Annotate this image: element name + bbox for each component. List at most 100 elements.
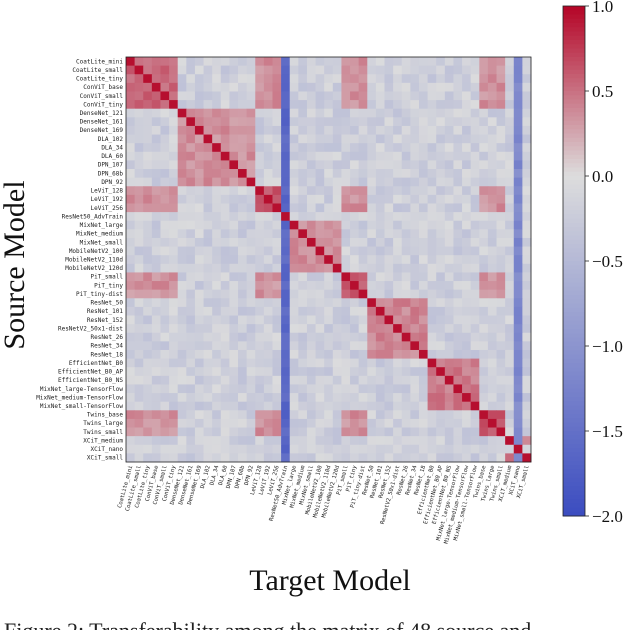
heatmap-cell <box>427 229 437 239</box>
heatmap-cell <box>401 263 411 273</box>
heatmap-cell <box>496 91 506 101</box>
heatmap-cell <box>505 427 515 437</box>
heatmap-cell <box>410 436 420 446</box>
heatmap-cell <box>332 324 342 334</box>
heatmap-cell <box>393 367 403 377</box>
heatmap-cell <box>427 281 437 291</box>
heatmap-cell <box>143 410 153 420</box>
heatmap-cell <box>470 194 480 204</box>
heatmap-cell <box>289 108 299 118</box>
heatmap-cell <box>332 401 342 411</box>
heatmap-cell <box>324 436 334 446</box>
colorbar-segment <box>563 278 585 283</box>
heatmap-cell <box>436 401 446 411</box>
heatmap-cell <box>496 177 506 187</box>
heatmap-cell <box>263 220 273 230</box>
heatmap-cell <box>246 169 256 179</box>
heatmap-cell <box>418 418 428 428</box>
heatmap-cell <box>487 160 497 170</box>
heatmap-cell <box>393 117 403 127</box>
heatmap-cell <box>341 212 351 222</box>
heatmap-cell <box>462 427 472 437</box>
heatmap-cell <box>324 91 334 101</box>
heatmap-cell <box>427 246 437 256</box>
heatmap-cell <box>332 281 342 291</box>
heatmap-cell <box>169 427 179 437</box>
heatmap-cell <box>160 367 170 377</box>
heatmap-cell <box>177 332 187 342</box>
heatmap-cell <box>203 427 213 437</box>
heatmap-cell <box>401 410 411 420</box>
heatmap-cell <box>298 57 308 67</box>
heatmap-cell <box>289 177 299 187</box>
heatmap-cell <box>324 160 334 170</box>
heatmap-cell <box>212 125 222 135</box>
heatmap-cell <box>358 160 368 170</box>
heatmap-cell <box>470 324 480 334</box>
heatmap-cell <box>238 255 248 265</box>
heatmap-cell <box>462 281 472 291</box>
heatmap-cell <box>298 358 308 368</box>
heatmap-cell <box>134 74 144 84</box>
heatmap-cell <box>272 108 282 118</box>
heatmap-cell <box>134 134 144 144</box>
heatmap-cell <box>315 57 325 67</box>
heatmap-cell <box>513 272 523 282</box>
heatmap-cell <box>255 203 265 213</box>
heatmap-cell <box>289 263 299 273</box>
heatmap-cell <box>462 444 472 454</box>
heatmap-cell <box>341 341 351 351</box>
heatmap-cell <box>134 151 144 161</box>
heatmap-cell <box>444 237 454 247</box>
heatmap-cell <box>134 436 144 446</box>
heatmap-cell <box>401 341 411 351</box>
heatmap-cell <box>384 263 394 273</box>
heatmap-cell <box>220 384 230 394</box>
heatmap-cell <box>194 177 204 187</box>
heatmap-cell <box>462 375 472 385</box>
colorbar-segment <box>563 248 585 253</box>
heatmap-cell <box>418 134 428 144</box>
heatmap-cell <box>418 117 428 127</box>
heatmap-cell <box>263 169 273 179</box>
heatmap-cell <box>384 393 394 403</box>
colorbar-segment <box>563 490 585 496</box>
heatmap-cell <box>212 341 222 351</box>
heatmap-cell <box>505 332 515 342</box>
heatmap-cell <box>418 108 428 118</box>
heatmap-cell <box>324 117 334 127</box>
heatmap-cell <box>220 74 230 84</box>
heatmap-cell <box>375 341 385 351</box>
heatmap-cell <box>160 91 170 101</box>
heatmap-cell <box>444 246 454 256</box>
heatmap-cell <box>194 203 204 213</box>
heatmap-cell <box>427 289 437 299</box>
heatmap-cell <box>487 341 497 351</box>
heatmap-cell <box>522 160 532 170</box>
heatmap-cell <box>341 349 351 359</box>
heatmap-cell <box>143 444 153 454</box>
heatmap-cell <box>444 194 454 204</box>
heatmap-cell <box>220 349 230 359</box>
heatmap-cell <box>186 281 196 291</box>
colorbar-segment <box>563 103 585 109</box>
heatmap-cell <box>462 82 472 92</box>
y-tick-label: ResNetV2_50x1-dist <box>58 325 123 332</box>
heatmap-cell <box>393 237 403 247</box>
colorbar-segment <box>563 494 585 500</box>
heatmap-cell <box>462 108 472 118</box>
colorbar-segment <box>563 299 585 304</box>
heatmap-cell <box>367 306 377 316</box>
heatmap-cell <box>160 401 170 411</box>
heatmap-cell <box>289 151 299 161</box>
heatmap-cell <box>513 177 523 187</box>
heatmap-cell <box>358 82 368 92</box>
heatmap-cell <box>238 375 248 385</box>
heatmap-cell <box>470 57 480 67</box>
heatmap-cell <box>384 194 394 204</box>
heatmap-cell <box>151 100 161 110</box>
heatmap-cell <box>418 375 428 385</box>
heatmap-cell <box>134 384 144 394</box>
heatmap-cell <box>410 255 420 265</box>
heatmap-cell <box>255 255 265 265</box>
